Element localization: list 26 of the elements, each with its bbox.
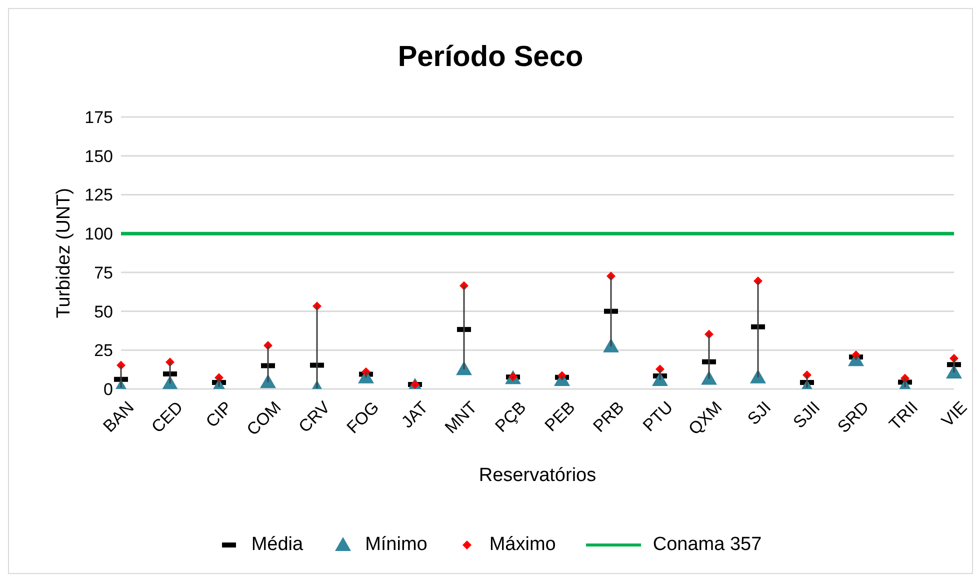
point <box>750 369 766 384</box>
x-axis-title: Reservatórios <box>478 465 596 486</box>
legend-label: Mínimo <box>365 534 428 556</box>
x-tick-label: VIE <box>938 398 971 431</box>
x-tick-label: SJII <box>790 398 824 432</box>
x-tick-label: CED <box>148 398 187 437</box>
x-tick-label: JAT <box>398 398 432 432</box>
x-tick-label: CIP <box>202 398 236 432</box>
legend-label: Conama 357 <box>652 534 762 556</box>
y-tick-label: 150 <box>84 146 113 166</box>
y-tick-label: 25 <box>94 341 113 360</box>
point <box>652 372 668 386</box>
y-tick-label: 50 <box>94 302 113 322</box>
chart-title: Período Seco <box>396 41 584 74</box>
y-tick-label: 100 <box>84 224 113 244</box>
point <box>603 338 619 352</box>
y-tick-label: 75 <box>94 263 113 282</box>
y-tick-label: 125 <box>84 186 113 205</box>
legend-label: Máximo <box>489 534 556 556</box>
legend-label: Média <box>251 534 304 556</box>
x-tick-label: TRII <box>886 398 922 434</box>
point <box>946 364 962 379</box>
x-tick-label: SJI <box>744 398 775 429</box>
y-tick-label: 0 <box>104 380 113 400</box>
y-tick-label: 175 <box>84 108 113 128</box>
y-axis-title: Turbidez (UNT) <box>54 188 75 318</box>
